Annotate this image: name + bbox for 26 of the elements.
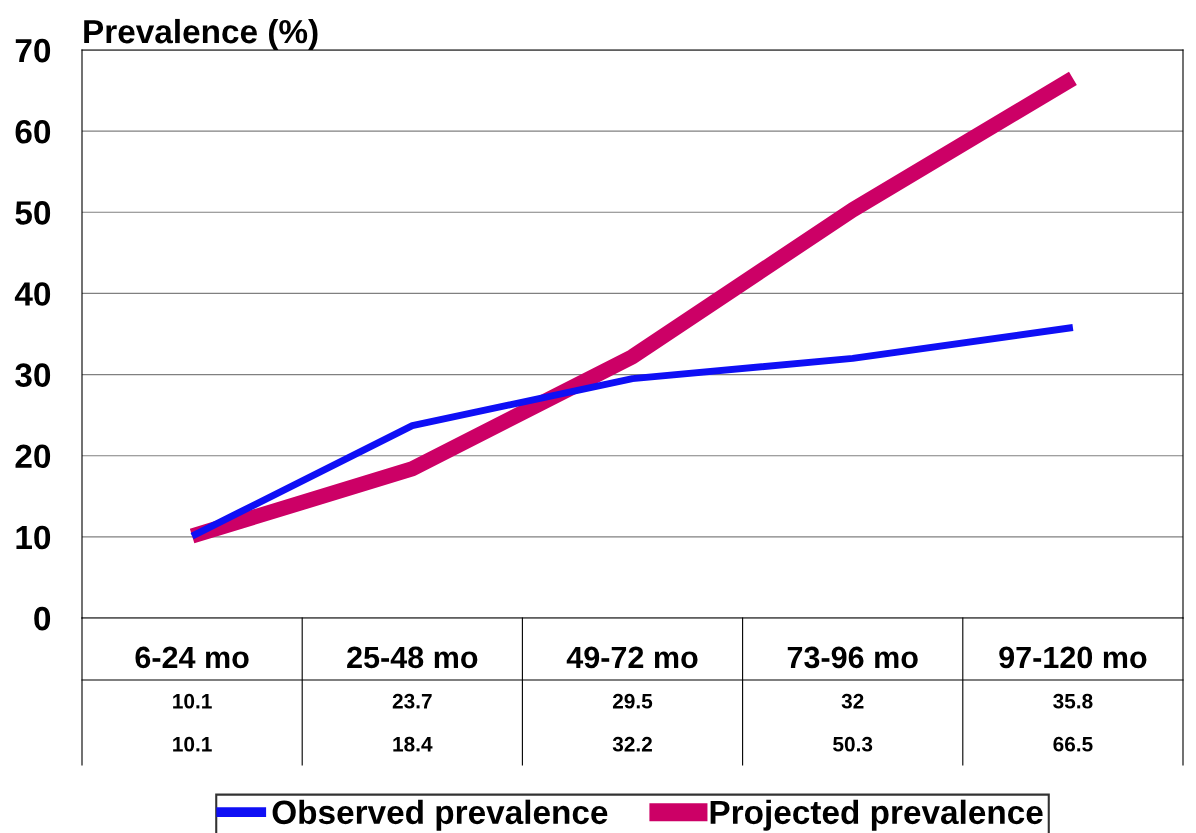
x-tick-label: 97-120 mo [999,646,1147,669]
y-tick-label: 50 [15,201,51,225]
data-label: 50.3 [833,736,873,752]
y-tick-label: 0 [34,606,51,631]
data-label: 23.7 [392,693,432,709]
y-tick-label: 60 [15,119,51,144]
y-tick-label: 40 [14,282,51,306]
x-tick-label: 25-48 mo [347,646,478,669]
legend-label: Projected prevalence [710,799,1043,831]
y-tick-label: 20 [15,444,51,469]
legend-label: Observed prevalence [272,799,608,831]
data-label: 29.5 [612,693,653,709]
y-tick-label: 10 [16,525,51,550]
data-label: 18.4 [393,736,433,752]
data-label: 66.5 [1053,736,1093,752]
x-tick-label: 73-96 mo [787,646,918,669]
data-label: 32 [841,693,864,709]
x-tick-label: 6-24 mo [135,646,249,669]
data-label: 10.1 [173,736,212,752]
y-axis-title: Prevalence (%) [84,18,318,50]
data-label: 10.1 [173,693,212,709]
x-tick-label: 49-72 mo [566,646,698,669]
data-label: 32.2 [612,736,652,752]
y-tick-label: 30 [15,363,51,388]
data-label: 35.8 [1053,693,1093,709]
y-tick-label: 70 [15,38,51,63]
